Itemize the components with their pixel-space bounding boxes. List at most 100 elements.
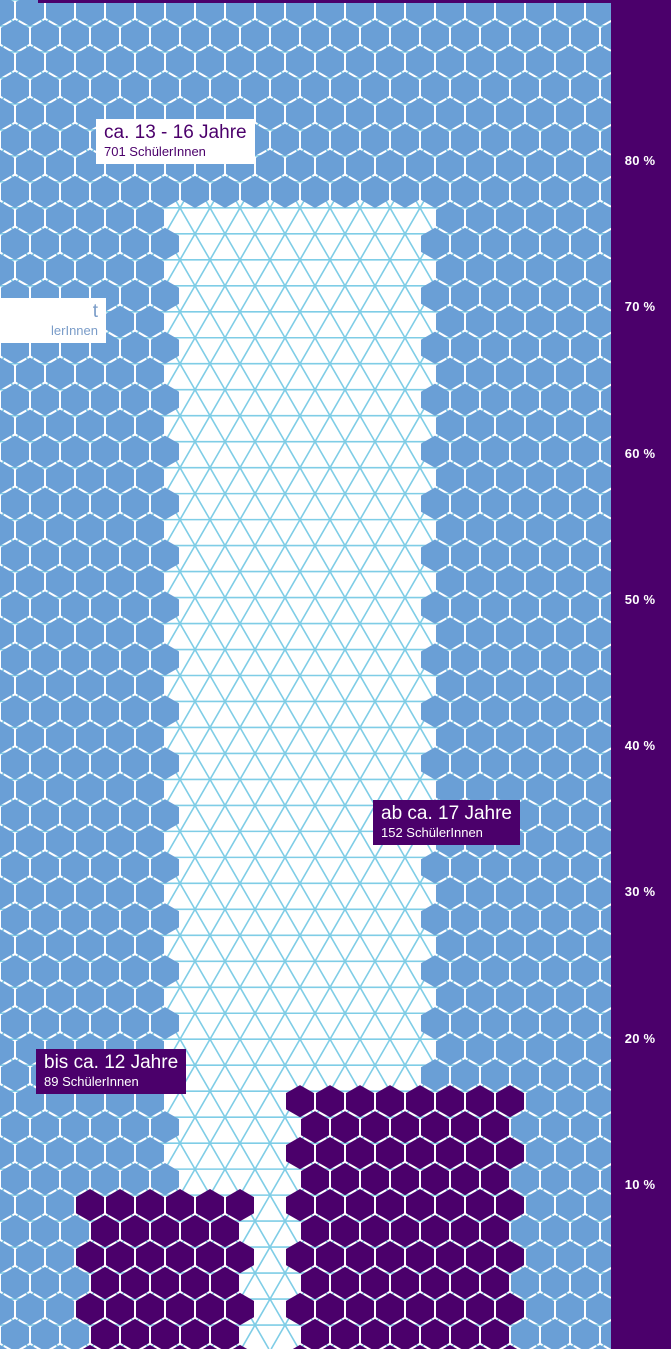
label-partial-title: t bbox=[92, 301, 98, 322]
hexagon-blue bbox=[421, 539, 449, 572]
hexagon-blue bbox=[496, 877, 524, 910]
hexagon-blue bbox=[466, 149, 494, 182]
hexagon-blue bbox=[31, 19, 59, 53]
hexagon-blue bbox=[46, 409, 74, 442]
hexagon-blue bbox=[601, 281, 611, 310]
hexagon-blue bbox=[301, 123, 329, 156]
hexagon-blue bbox=[76, 0, 104, 27]
hexagon-blue bbox=[601, 178, 611, 206]
hexagon-blue bbox=[541, 1007, 569, 1040]
hexagon-purple bbox=[391, 1215, 419, 1248]
hexagon-blue bbox=[151, 747, 179, 780]
hexagon-blue bbox=[511, 1318, 539, 1349]
hexagon-blue bbox=[541, 175, 569, 208]
hexagon-blue bbox=[46, 929, 74, 962]
hexagon-blue bbox=[211, 19, 239, 53]
hexagon-blue bbox=[376, 97, 404, 130]
hexagon-blue bbox=[511, 1059, 539, 1092]
grid-line bbox=[0, 0, 301, 522]
hexagon-purple bbox=[496, 1241, 524, 1274]
hexagon-blue bbox=[46, 773, 74, 806]
hexagon-blue bbox=[511, 383, 539, 416]
hexagon-blue bbox=[496, 669, 524, 702]
hexagon-blue bbox=[526, 929, 554, 962]
hexagon-blue bbox=[496, 357, 524, 390]
hexagon-blue bbox=[601, 1061, 611, 1090]
hexagon-blue bbox=[31, 175, 59, 208]
hexagon-blue bbox=[421, 955, 449, 988]
hexagon-blue bbox=[541, 383, 569, 416]
hexagon-blue bbox=[121, 227, 149, 260]
hexagon-blue bbox=[61, 903, 89, 936]
hexagon-blue bbox=[0, 877, 14, 910]
hexagon-purple bbox=[226, 1189, 254, 1222]
grid-line bbox=[269, 0, 611, 593]
hexagon-purple bbox=[436, 1137, 464, 1170]
hexagon-blue bbox=[571, 799, 599, 832]
hexagon-blue bbox=[466, 45, 494, 79]
label-age-under-12: bis ca. 12 Jahre 89 SchülerInnen bbox=[36, 1049, 187, 1094]
hexagon-blue bbox=[0, 617, 14, 650]
hexagon-blue bbox=[571, 1111, 599, 1144]
hexagon-blue bbox=[121, 71, 149, 105]
hexagon-blue bbox=[121, 487, 149, 520]
hexagon-blue bbox=[496, 513, 524, 546]
hexagon-blue bbox=[526, 409, 554, 442]
hexagon-blue bbox=[571, 1059, 599, 1092]
tick-label-70: 70 % bbox=[624, 299, 656, 315]
hexagon-blue bbox=[346, 0, 374, 27]
hexagon-blue bbox=[46, 201, 74, 234]
hexagon-purple bbox=[361, 1215, 389, 1248]
hexagon-blue bbox=[481, 487, 509, 520]
hexagon-blue bbox=[451, 1059, 479, 1092]
hexagon-blue bbox=[526, 1085, 554, 1118]
label-age-under-12-count: 89 SchülerInnen bbox=[44, 1073, 139, 1089]
hexagon-blue bbox=[556, 97, 584, 130]
hexagon-blue bbox=[571, 123, 599, 156]
hexagon-blue bbox=[496, 0, 524, 27]
hexagon-blue bbox=[511, 903, 539, 936]
hexagon-blue bbox=[601, 74, 611, 102]
hexagon-purple bbox=[481, 1266, 509, 1300]
hexagon-blue bbox=[106, 565, 134, 598]
hexagon-blue bbox=[586, 45, 611, 79]
hexagon-blue bbox=[592, 1344, 608, 1349]
hexagon-blue bbox=[541, 123, 569, 156]
hexagon-purple bbox=[376, 1292, 404, 1326]
hexagon-blue bbox=[0, 357, 14, 390]
hexagon-blue bbox=[481, 435, 509, 468]
hexagon-blue bbox=[121, 279, 149, 312]
hexagon-purple bbox=[196, 1189, 224, 1222]
hexagon-blue bbox=[421, 123, 449, 156]
hexagon-blue bbox=[376, 45, 404, 79]
hexagon-blue bbox=[586, 357, 611, 390]
hexagon-blue bbox=[331, 123, 359, 156]
hexagon-blue bbox=[346, 97, 374, 130]
hexagon-blue bbox=[286, 0, 314, 27]
hexagon-blue bbox=[301, 71, 329, 105]
hexagon-blue bbox=[16, 981, 44, 1014]
hexagon-purple bbox=[316, 1189, 344, 1222]
hexagon-blue bbox=[481, 1007, 509, 1040]
hexagon-blue bbox=[541, 903, 569, 936]
hexagon-blue bbox=[0, 45, 14, 79]
hexagon-blue bbox=[571, 903, 599, 936]
hexagon-purple bbox=[211, 1215, 239, 1248]
hexagon-blue bbox=[586, 149, 611, 182]
hexagon-blue bbox=[436, 201, 464, 234]
hexagon-blue bbox=[1, 1215, 29, 1248]
hexagon-blue bbox=[0, 149, 14, 182]
tick-label-40: 40 % bbox=[624, 738, 656, 754]
hexagon-blue bbox=[586, 1241, 611, 1274]
hexagon-blue bbox=[76, 201, 104, 234]
hexagon-blue bbox=[466, 253, 494, 286]
hexagon-purple bbox=[166, 1241, 194, 1274]
hexagon-blue bbox=[1, 539, 29, 572]
hexagon-blue bbox=[496, 721, 524, 754]
hexagon-blue bbox=[361, 123, 389, 156]
hexagon-blue bbox=[46, 357, 74, 390]
hexagon-blue bbox=[466, 617, 494, 650]
hexagon-blue bbox=[61, 1215, 89, 1248]
hexagon-blue bbox=[46, 617, 74, 650]
hexagon-blue bbox=[121, 331, 149, 364]
